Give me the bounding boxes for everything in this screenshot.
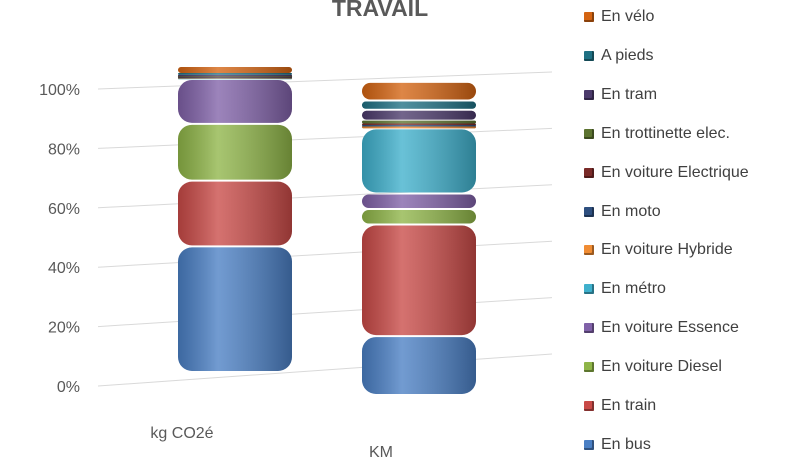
legend-label: A pieds bbox=[601, 46, 654, 64]
stacked-bars bbox=[178, 67, 476, 394]
x-category-label: KM bbox=[369, 444, 393, 461]
legend-swatch bbox=[584, 128, 594, 139]
legend-label: En voiture Hybride bbox=[601, 241, 733, 259]
legend-item: En moto bbox=[584, 200, 661, 224]
gridline bbox=[97, 297, 553, 328]
legend-swatch bbox=[584, 89, 594, 100]
legend-label: En bus bbox=[601, 435, 651, 453]
x-category-label: kg CO2é bbox=[150, 425, 213, 442]
legend-item: En bus bbox=[584, 433, 651, 457]
legend-item: En voiture Electrique bbox=[584, 161, 749, 185]
legend-item: En métro bbox=[584, 277, 666, 301]
legend-swatch bbox=[584, 284, 594, 295]
axis-labels: 0% 20% 40% 60% 80% 100% kg CO2é KM bbox=[39, 82, 393, 461]
bar-segment-shading bbox=[362, 120, 476, 124]
y-tick-label: 100% bbox=[39, 82, 80, 99]
bar-segment-shading bbox=[362, 225, 476, 336]
legend-item: En vélo bbox=[584, 5, 654, 29]
legend-label: En train bbox=[601, 397, 657, 414]
legend-swatch bbox=[584, 206, 594, 217]
bar-segment-shading bbox=[178, 124, 292, 180]
bar-segment-shading bbox=[178, 67, 292, 73]
bar-segment-shading bbox=[362, 210, 476, 224]
gridline bbox=[97, 353, 553, 387]
gridline bbox=[97, 184, 553, 209]
legend-item: En voiture Hybride bbox=[584, 238, 733, 262]
legend-label: En métro bbox=[601, 280, 666, 298]
bar-segment-shading bbox=[178, 79, 292, 123]
bar-segment-shading bbox=[362, 123, 476, 125]
legend-item: En train bbox=[584, 394, 656, 418]
bar-segment-shading bbox=[362, 124, 476, 127]
legend-label: En tram bbox=[601, 85, 658, 103]
legend-label: En moto bbox=[601, 202, 661, 220]
bar-segment-shading bbox=[362, 110, 476, 120]
gridlines bbox=[97, 71, 553, 387]
legend-item: En voiture Essence bbox=[584, 316, 739, 340]
legend-item: En voiture Diesel bbox=[584, 355, 722, 379]
legend-label: En vélo bbox=[601, 8, 655, 25]
legend-item: En trottinette elec. bbox=[584, 122, 730, 146]
y-tick-label: 0% bbox=[57, 379, 80, 396]
bar-stack bbox=[362, 82, 476, 394]
gridline bbox=[97, 127, 553, 149]
legend-swatch bbox=[584, 12, 594, 22]
legend-label: En voiture Essence bbox=[601, 319, 739, 337]
gridline bbox=[97, 240, 553, 268]
legend-swatch bbox=[584, 401, 594, 411]
gridline bbox=[97, 71, 553, 90]
y-tick-label: 20% bbox=[48, 320, 80, 337]
legend-item: En tram bbox=[584, 83, 657, 107]
legend-swatch bbox=[584, 362, 594, 373]
bar-segment-shading bbox=[178, 181, 292, 246]
y-tick-label: 40% bbox=[48, 260, 80, 277]
bar-stack bbox=[178, 67, 292, 371]
legend-swatch bbox=[584, 323, 594, 334]
legend-swatch bbox=[584, 439, 594, 450]
y-tick-label: 60% bbox=[48, 201, 80, 218]
bar-segment-shading bbox=[178, 247, 292, 371]
legend-swatch bbox=[584, 50, 594, 61]
legend-label: En trottinette elec. bbox=[601, 124, 730, 142]
bar-segment-shading bbox=[362, 337, 476, 394]
bar-segment-shading bbox=[362, 129, 476, 193]
chart-title: TRAVAIL bbox=[332, 0, 428, 21]
legend-swatch bbox=[584, 167, 594, 178]
legend-swatch bbox=[584, 245, 594, 256]
bar-segment-shading bbox=[362, 82, 476, 100]
y-tick-label: 80% bbox=[48, 141, 80, 158]
bar-segment-shading bbox=[178, 73, 292, 75]
legend-item: A pieds bbox=[584, 44, 653, 68]
bar-segment-shading bbox=[362, 125, 476, 129]
bar-segment-shading bbox=[362, 101, 476, 109]
legend-label: En voiture Electrique bbox=[601, 163, 749, 181]
legend-label: En voiture Diesel bbox=[601, 358, 722, 376]
bar-segment-shading bbox=[362, 194, 476, 208]
bar-segment-shading bbox=[178, 74, 292, 77]
